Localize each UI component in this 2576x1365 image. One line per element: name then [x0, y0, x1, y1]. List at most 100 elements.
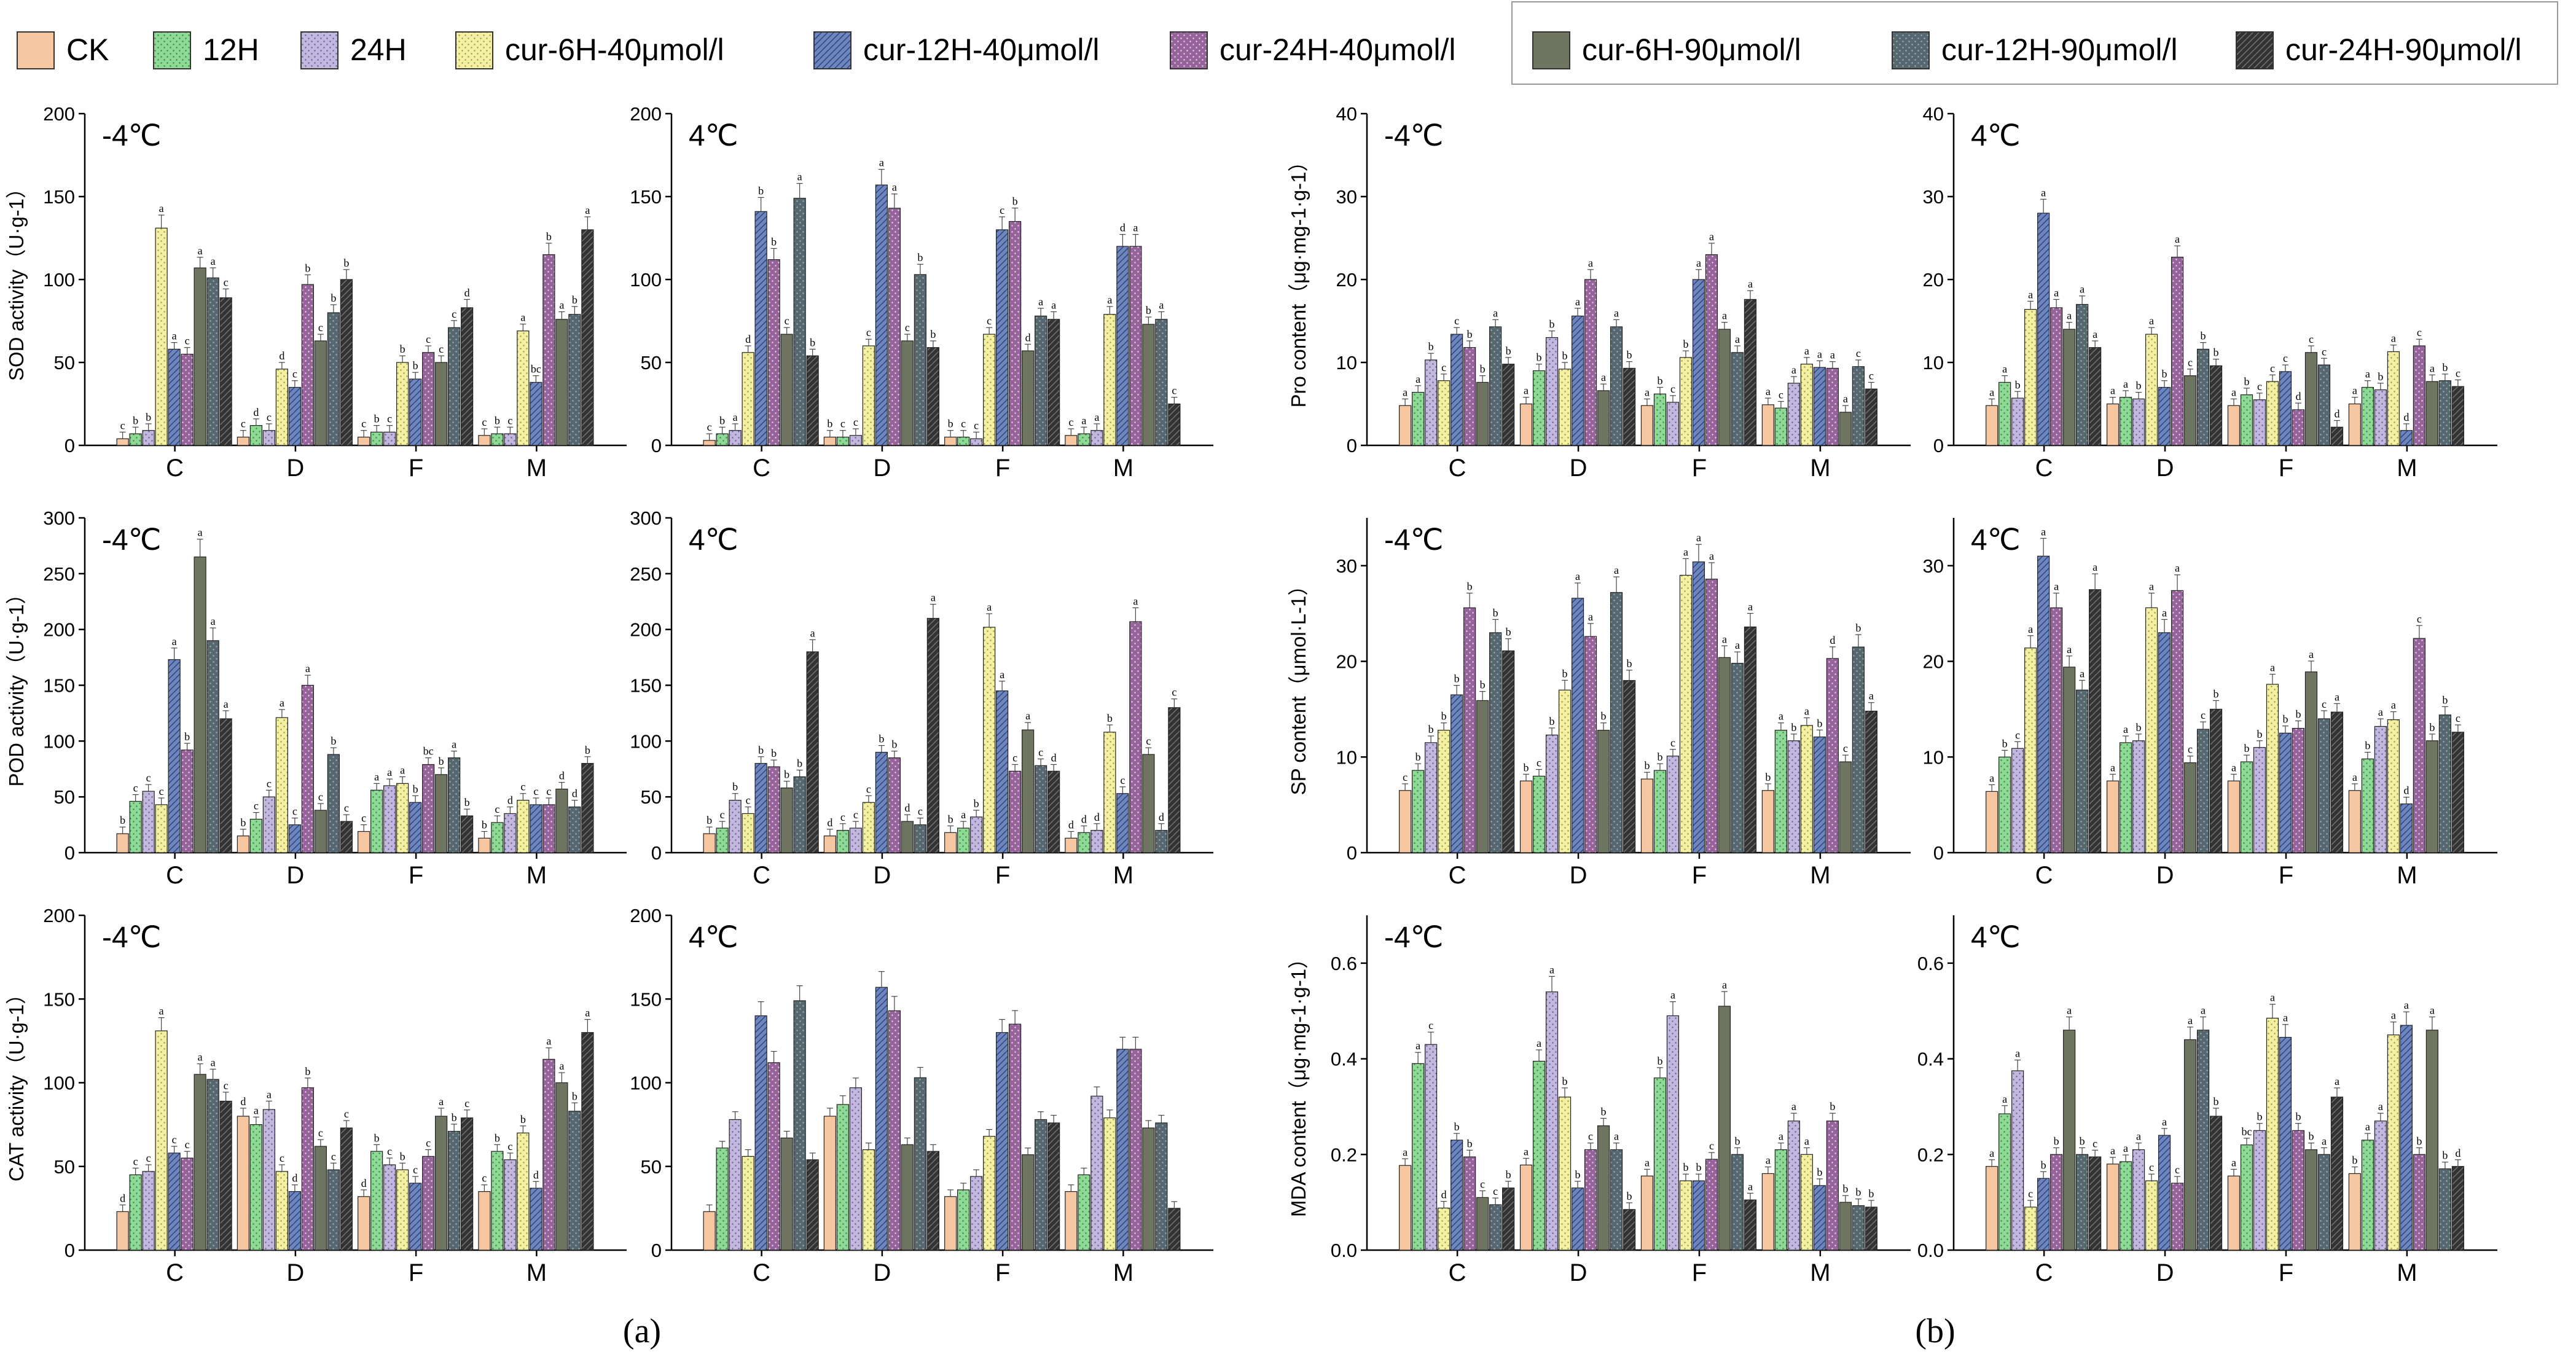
significance-letter: b: [2054, 1135, 2059, 1147]
significance-letter: a: [2201, 1004, 2206, 1016]
x-tick-label: F: [995, 455, 1010, 482]
significance-letter: b: [891, 738, 897, 751]
significance-letter: a: [198, 1051, 203, 1063]
significance-letter: c: [905, 321, 910, 334]
significance-letter: b: [1549, 318, 1555, 330]
y-tick-label: 150: [630, 675, 662, 697]
legend-label: cur-24H-90μmol/l: [2285, 33, 2521, 67]
significance-letter: a: [879, 157, 884, 169]
panel-title: -4℃: [102, 120, 162, 152]
significance-letter: c: [318, 1127, 323, 1139]
significance-letter: a: [2365, 1121, 2370, 1133]
bar: [806, 355, 819, 446]
bar: [888, 1010, 901, 1251]
bar: [314, 810, 327, 853]
chart-cat-p4: 0 50 100 150 200 4℃ C D F M: [630, 905, 1213, 1286]
bar: [491, 433, 504, 446]
legend-entry: cur-24H-90μmol/l: [2236, 31, 2521, 69]
panel-title: -4℃: [102, 921, 162, 954]
significance-letter: c: [146, 772, 151, 784]
legend-swatch: [1170, 31, 1208, 69]
bar: [716, 827, 729, 853]
significance-letter: c: [2028, 1187, 2033, 1200]
bar: [249, 818, 262, 853]
bar: [742, 352, 754, 446]
bar: [116, 1211, 129, 1251]
bar: [422, 352, 435, 446]
bar: [983, 1136, 996, 1251]
significance-letter: a: [1989, 1147, 1994, 1159]
x-tick-label: C: [2035, 455, 2053, 482]
y-tick-label: 100: [630, 269, 662, 291]
bar: [806, 651, 819, 853]
y-tick-label: 0.4: [1331, 1049, 1357, 1070]
bar: [2374, 389, 2387, 446]
significance-letter: a: [1094, 411, 1099, 423]
significance-letter: a: [1051, 299, 1056, 311]
bar: [1129, 621, 1142, 853]
bar: [2400, 1025, 2413, 1251]
bar: [1584, 636, 1597, 853]
significance-letter: c: [387, 413, 392, 425]
y-tick-label: 20: [1336, 269, 1357, 291]
bar: [340, 821, 353, 853]
significance-letter: a: [2378, 1100, 2383, 1113]
bar: [448, 327, 461, 446]
bar: [2089, 1156, 2102, 1251]
significance-letter: a: [1735, 333, 1740, 345]
y-tick-label: 300: [630, 507, 662, 529]
bar: [478, 837, 491, 853]
bar: [793, 1000, 806, 1251]
legend-entry: CK: [17, 31, 109, 69]
significance-letter: b: [1467, 580, 1473, 592]
bar: [2183, 375, 2197, 446]
significance-letter: c: [1403, 771, 1407, 783]
significance-letter: b: [1601, 1105, 1607, 1117]
bar: [793, 198, 806, 446]
significance-letter: a: [2080, 283, 2085, 295]
bar: [542, 254, 555, 446]
panel-title: 4℃: [689, 921, 738, 954]
bar: [181, 749, 194, 853]
significance-letter: a: [2093, 561, 2097, 573]
bar: [1839, 1202, 1852, 1251]
bar: [435, 1116, 448, 1251]
significance-letter: c: [482, 1172, 487, 1184]
bar: [1679, 1180, 1693, 1251]
y-tick-label: 300: [43, 507, 75, 529]
significance-letter: c: [413, 1164, 418, 1176]
significance-letter: d: [1159, 811, 1164, 823]
significance-letter: a: [2123, 723, 2128, 735]
bar: [1774, 1149, 1787, 1251]
bar: [1558, 369, 1572, 446]
bar: [1022, 1154, 1035, 1251]
bar: [155, 804, 168, 853]
significance-letter: a: [520, 311, 525, 324]
significance-letter: a: [1645, 386, 1650, 398]
significance-letter: b: [413, 783, 418, 795]
bar: [2361, 1140, 2374, 1251]
bar: [2413, 345, 2425, 446]
x-tick-label: C: [753, 862, 770, 889]
significance-letter: a: [2391, 332, 2396, 345]
y-tick-label: 150: [43, 186, 75, 208]
y-tick-label: 10: [1923, 746, 1944, 768]
significance-letter: b: [758, 184, 764, 197]
bar: [1399, 405, 1412, 446]
bar: [970, 816, 983, 853]
bar: [901, 340, 914, 446]
significance-letter: a: [224, 698, 229, 710]
bar: [2089, 589, 2102, 853]
significance-letter: d: [279, 350, 284, 362]
significance-letter: a: [1683, 546, 1688, 558]
significance-letter: c: [1172, 686, 1176, 698]
significance-letter: b: [2136, 380, 2142, 392]
y-tick-label: 0: [65, 1240, 75, 1261]
bar: [530, 1187, 542, 1251]
significance-letter: b: [1817, 717, 1822, 729]
x-tick-label: D: [873, 455, 891, 482]
significance-letter: b: [1696, 1161, 1701, 1173]
bar: [754, 1015, 767, 1251]
bar: [996, 229, 1009, 446]
